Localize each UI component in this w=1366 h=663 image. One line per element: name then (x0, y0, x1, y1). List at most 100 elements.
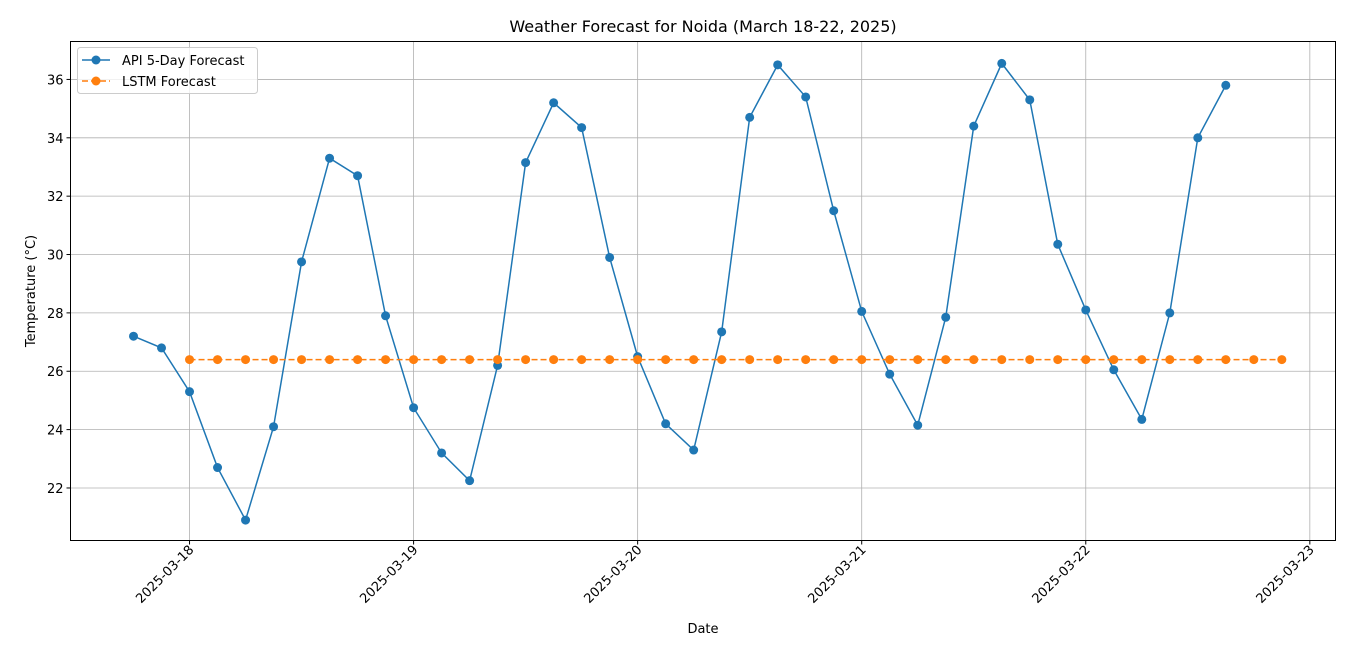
data-point (913, 420, 923, 430)
legend-box (77, 47, 258, 94)
data-point (969, 355, 979, 365)
data-point (1137, 414, 1147, 424)
data-point (745, 112, 755, 122)
data-point (297, 355, 307, 365)
data-point (1249, 355, 1259, 365)
data-point (773, 355, 783, 365)
data-point (661, 419, 671, 429)
data-point (549, 98, 559, 108)
data-point (353, 171, 363, 181)
data-point (241, 515, 251, 525)
data-point (829, 355, 839, 365)
data-point (1081, 305, 1091, 315)
data-point (297, 257, 307, 267)
data-point (717, 355, 727, 365)
series-line (133, 61, 1227, 523)
grid (70, 41, 1336, 541)
data-point (465, 476, 475, 486)
data-point (577, 355, 587, 365)
data-point (521, 355, 531, 365)
data-point (269, 422, 279, 432)
data-point (661, 355, 671, 365)
data-point (1193, 133, 1203, 143)
series-lstm-forecast (185, 355, 1287, 365)
data-point (157, 343, 167, 353)
data-point (913, 355, 923, 365)
data-point (633, 355, 643, 365)
data-point (941, 355, 951, 365)
data-point (969, 121, 979, 131)
data-point (605, 252, 615, 262)
data-point (521, 158, 531, 168)
y-tick-label: 32 (47, 190, 64, 205)
legend: API 5-Day Forecast LSTM Forecast (77, 47, 258, 94)
data-point (857, 306, 867, 316)
y-tick-label: 34 (47, 132, 64, 147)
data-point (465, 355, 475, 365)
y-axis-label: Temperature (°C) (24, 235, 39, 348)
data-point (381, 311, 391, 321)
data-point (1109, 365, 1119, 375)
legend-marker-lstm (91, 76, 101, 86)
data-point (885, 355, 895, 365)
data-point (1081, 355, 1091, 365)
data-point (717, 327, 727, 337)
data-point (549, 355, 559, 365)
y-tick-label: 26 (47, 365, 64, 380)
data-point (213, 355, 223, 365)
data-point (353, 355, 363, 365)
data-point (997, 58, 1007, 68)
series-api-forecast (129, 58, 1231, 525)
data-point (241, 355, 251, 365)
data-point (409, 403, 419, 413)
data-point (1025, 95, 1035, 105)
chart-title: Weather Forecast for Noida (March 18-22,… (509, 17, 896, 36)
data-point (409, 355, 419, 365)
data-point (1165, 355, 1175, 365)
y-tick-label: 36 (47, 73, 64, 88)
plot-area-frame (70, 41, 1336, 541)
data-point (1165, 308, 1175, 318)
data-point (381, 355, 391, 365)
data-point (185, 387, 195, 397)
data-point (1221, 355, 1231, 365)
data-point (577, 123, 587, 133)
data-point (437, 448, 447, 458)
data-point (1109, 355, 1119, 365)
data-point (1137, 355, 1147, 365)
legend-marker-api (91, 55, 101, 65)
y-tick-label: 28 (47, 307, 64, 322)
legend-label-lstm: LSTM Forecast (122, 75, 216, 90)
x-axis-label: Date (687, 622, 718, 637)
data-point (773, 60, 783, 70)
data-point (437, 355, 447, 365)
data-point (829, 206, 839, 216)
y-tick-label: 24 (47, 424, 64, 439)
data-point (213, 463, 223, 473)
data-point (493, 355, 503, 365)
data-point (1053, 355, 1063, 365)
data-point (1277, 355, 1287, 365)
y-tick-label: 30 (47, 249, 64, 264)
series-layer (129, 58, 1287, 525)
data-point (745, 355, 755, 365)
data-point (605, 355, 615, 365)
data-point (1221, 80, 1231, 90)
data-point (857, 355, 867, 365)
data-point (801, 355, 811, 365)
data-point (129, 331, 139, 341)
y-tick-label: 22 (47, 482, 64, 497)
data-point (1025, 355, 1035, 365)
data-point (689, 445, 699, 455)
data-point (1193, 355, 1203, 365)
data-point (269, 355, 279, 365)
data-point (325, 153, 335, 163)
data-point (185, 355, 195, 365)
data-point (885, 369, 895, 379)
data-point (997, 355, 1007, 365)
data-point (941, 312, 951, 322)
data-point (1053, 239, 1063, 249)
data-point (689, 355, 699, 365)
data-point (325, 355, 335, 365)
